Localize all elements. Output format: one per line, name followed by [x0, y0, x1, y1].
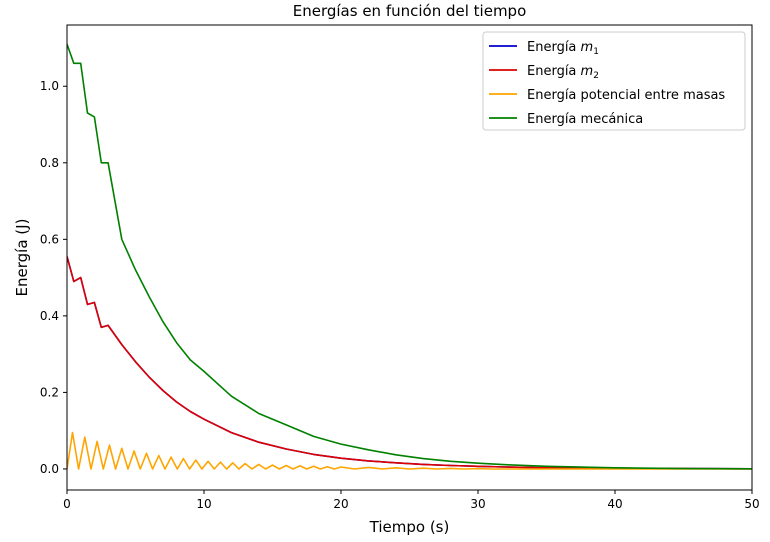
legend-label-prefix: Energía	[527, 40, 581, 55]
legend-label: Energía m2	[527, 64, 599, 81]
series-line-2	[67, 256, 752, 470]
x-tick-label: 20	[333, 497, 348, 511]
x-axis-label: Tiempo (s)	[369, 518, 450, 536]
y-tick-label: 0.0	[40, 462, 59, 476]
legend-label-prefix: Energía	[527, 64, 581, 79]
x-tick-label: 10	[196, 497, 211, 511]
x-tick-label: 0	[63, 497, 71, 511]
legend-label-symbol: m	[581, 40, 594, 55]
legend-label: Energía mecánica	[527, 112, 643, 127]
legend-label-subscript: 2	[593, 71, 599, 81]
x-tick-label: 30	[470, 497, 485, 511]
y-axis-ticks: 0.0 0.2 0.4 0.6 0.8 1.0	[40, 79, 67, 476]
chart-title: Energías en función del tiempo	[293, 2, 527, 20]
x-tick-label: 40	[607, 497, 622, 511]
series-line-4	[67, 43, 752, 470]
y-axis-label: Energía (J)	[13, 219, 31, 297]
y-tick-label: 0.8	[40, 156, 59, 170]
legend-label: Energía potencial entre masas	[527, 88, 725, 103]
plot-lines	[67, 43, 752, 470]
y-tick-label: 0.4	[40, 309, 59, 323]
axes-frame	[66, 24, 753, 491]
legend-box	[482, 31, 746, 131]
y-tick-label: 0.6	[40, 232, 59, 246]
legend-label-symbol: m	[581, 64, 594, 79]
series-line-3	[67, 431, 752, 470]
legend-label: Energía m1	[527, 40, 599, 57]
series-line-1	[67, 256, 752, 470]
x-axis-ticks: 0 10 20 30 40 50	[63, 490, 760, 511]
y-tick-label: 0.2	[40, 385, 59, 399]
x-tick-label: 50	[744, 497, 759, 511]
y-tick-label: 1.0	[40, 79, 59, 93]
legend-label-subscript: 1	[593, 47, 599, 57]
